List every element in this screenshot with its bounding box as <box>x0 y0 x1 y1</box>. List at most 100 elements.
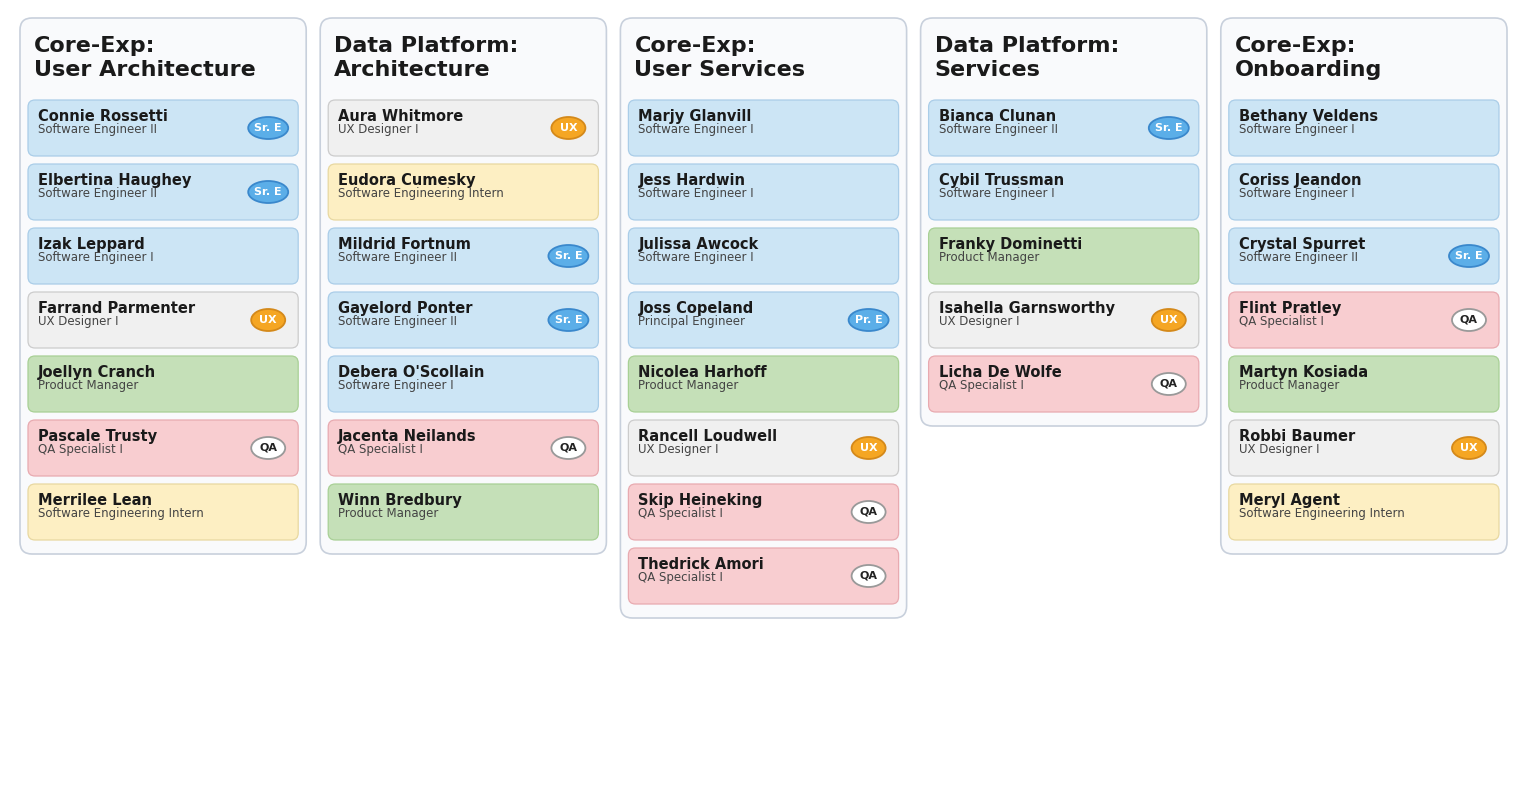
Text: Eudora Cumesky: Eudora Cumesky <box>337 173 476 188</box>
Ellipse shape <box>1449 245 1489 267</box>
Text: Core-Exp:
Onboarding: Core-Exp: Onboarding <box>1235 36 1382 80</box>
FancyBboxPatch shape <box>328 484 599 540</box>
Text: Software Engineering Intern: Software Engineering Intern <box>1238 507 1405 520</box>
Text: Rancell Loudwell: Rancell Loudwell <box>638 429 777 444</box>
Text: Software Engineer II: Software Engineer II <box>939 123 1058 136</box>
Text: Product Manager: Product Manager <box>337 507 438 520</box>
Ellipse shape <box>249 181 289 203</box>
Text: Debera O'Scollain: Debera O'Scollain <box>337 365 484 380</box>
Text: UX Designer I: UX Designer I <box>939 315 1019 328</box>
Ellipse shape <box>852 437 886 459</box>
Text: UX: UX <box>1161 315 1177 325</box>
Text: Joss Copeland: Joss Copeland <box>638 301 754 316</box>
FancyBboxPatch shape <box>328 100 599 156</box>
Text: Jess Hardwin: Jess Hardwin <box>638 173 745 188</box>
FancyBboxPatch shape <box>1229 356 1500 412</box>
Text: QA: QA <box>860 507 878 517</box>
Text: Core-Exp:
User Services: Core-Exp: User Services <box>634 36 805 80</box>
FancyBboxPatch shape <box>27 484 298 540</box>
FancyBboxPatch shape <box>629 100 898 156</box>
Text: Software Engineer I: Software Engineer I <box>939 187 1054 200</box>
Text: Software Engineer II: Software Engineer II <box>1238 251 1358 264</box>
Text: Connie Rossetti: Connie Rossetti <box>38 109 168 124</box>
FancyBboxPatch shape <box>321 18 606 554</box>
FancyBboxPatch shape <box>928 228 1199 284</box>
Text: Licha De Wolfe: Licha De Wolfe <box>939 365 1061 380</box>
FancyBboxPatch shape <box>20 18 307 554</box>
Text: QA Specialist I: QA Specialist I <box>337 443 423 456</box>
Text: Principal Engineer: Principal Engineer <box>638 315 745 328</box>
FancyBboxPatch shape <box>1229 228 1500 284</box>
FancyBboxPatch shape <box>27 228 298 284</box>
Text: Joellyn Cranch: Joellyn Cranch <box>38 365 156 380</box>
Text: Nicolea Harhoff: Nicolea Harhoff <box>638 365 767 380</box>
Text: Elbertina Haughey: Elbertina Haughey <box>38 173 191 188</box>
FancyBboxPatch shape <box>629 356 898 412</box>
FancyBboxPatch shape <box>27 100 298 156</box>
FancyBboxPatch shape <box>928 100 1199 156</box>
Text: Meryl Agent: Meryl Agent <box>1238 493 1339 508</box>
Text: Robbi Baumer: Robbi Baumer <box>1238 429 1354 444</box>
Text: Aura Whitmore: Aura Whitmore <box>337 109 464 124</box>
Text: QA Specialist I: QA Specialist I <box>1238 315 1324 328</box>
Text: Skip Heineking: Skip Heineking <box>638 493 764 508</box>
Text: Marjy Glanvill: Marjy Glanvill <box>638 109 751 124</box>
FancyBboxPatch shape <box>928 356 1199 412</box>
Ellipse shape <box>249 117 289 139</box>
Text: Product Manager: Product Manager <box>939 251 1038 264</box>
FancyBboxPatch shape <box>27 164 298 220</box>
FancyBboxPatch shape <box>1229 420 1500 476</box>
FancyBboxPatch shape <box>1229 292 1500 348</box>
Text: QA: QA <box>1460 315 1478 325</box>
FancyBboxPatch shape <box>1229 164 1500 220</box>
Text: UX Designer I: UX Designer I <box>1238 443 1319 456</box>
FancyBboxPatch shape <box>328 164 599 220</box>
Ellipse shape <box>852 565 886 587</box>
Text: Izak Leppard: Izak Leppard <box>38 237 145 252</box>
FancyBboxPatch shape <box>1220 18 1507 554</box>
Text: Software Engineer I: Software Engineer I <box>638 187 754 200</box>
Text: Software Engineer II: Software Engineer II <box>337 251 457 264</box>
Text: UX Designer I: UX Designer I <box>38 315 119 328</box>
Ellipse shape <box>1452 437 1486 459</box>
Text: UX: UX <box>860 443 878 453</box>
Text: Software Engineer II: Software Engineer II <box>38 187 157 200</box>
Ellipse shape <box>1148 117 1190 139</box>
Text: QA Specialist I: QA Specialist I <box>939 379 1023 392</box>
FancyBboxPatch shape <box>629 484 898 540</box>
Text: Software Engineer I: Software Engineer I <box>638 251 754 264</box>
Text: Crystal Spurret: Crystal Spurret <box>1238 237 1365 252</box>
FancyBboxPatch shape <box>328 356 599 412</box>
Text: Martyn Kosiada: Martyn Kosiada <box>1238 365 1368 380</box>
Text: Merrilee Lean: Merrilee Lean <box>38 493 153 508</box>
Text: Software Engineering Intern: Software Engineering Intern <box>38 507 203 520</box>
Text: Isahella Garnsworthy: Isahella Garnsworthy <box>939 301 1115 316</box>
Text: Product Manager: Product Manager <box>638 379 739 392</box>
Text: Data Platform:
Architecture: Data Platform: Architecture <box>334 36 519 80</box>
Text: Software Engineer II: Software Engineer II <box>38 123 157 136</box>
Text: Software Engineer I: Software Engineer I <box>337 379 454 392</box>
Text: Jacenta Neilands: Jacenta Neilands <box>337 429 476 444</box>
Text: UX Designer I: UX Designer I <box>638 443 719 456</box>
Text: Mildrid Fortnum: Mildrid Fortnum <box>337 237 470 252</box>
Text: QA: QA <box>860 571 878 581</box>
Text: Julissa Awcock: Julissa Awcock <box>638 237 759 252</box>
Text: Farrand Parmenter: Farrand Parmenter <box>38 301 195 316</box>
Text: Pr. E: Pr. E <box>855 315 883 325</box>
FancyBboxPatch shape <box>629 420 898 476</box>
Text: QA Specialist I: QA Specialist I <box>638 571 724 584</box>
Ellipse shape <box>548 245 588 267</box>
Text: QA: QA <box>260 443 278 453</box>
Ellipse shape <box>551 117 585 139</box>
FancyBboxPatch shape <box>27 356 298 412</box>
Ellipse shape <box>849 309 889 331</box>
Ellipse shape <box>252 437 286 459</box>
Text: Coriss Jeandon: Coriss Jeandon <box>1238 173 1361 188</box>
FancyBboxPatch shape <box>629 548 898 604</box>
Text: Sr. E: Sr. E <box>1455 251 1483 261</box>
Text: QA: QA <box>1161 379 1177 389</box>
Ellipse shape <box>548 309 588 331</box>
Text: Sr. E: Sr. E <box>255 123 282 133</box>
Text: UX: UX <box>559 123 577 133</box>
Text: Software Engineer II: Software Engineer II <box>337 315 457 328</box>
